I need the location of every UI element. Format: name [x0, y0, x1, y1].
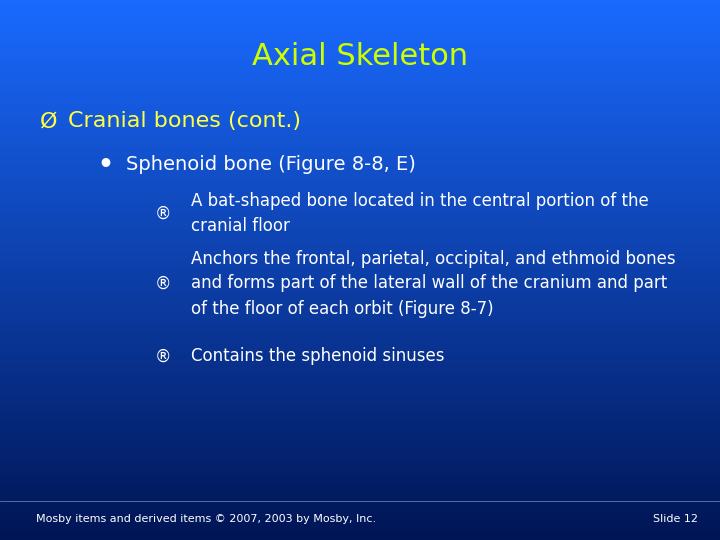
- Text: Ø: Ø: [40, 111, 57, 132]
- Text: Sphenoid bone (Figure 8-8, E): Sphenoid bone (Figure 8-8, E): [126, 155, 416, 174]
- Text: Anchors the frontal, parietal, occipital, and ethmoid bones
and forms part of th: Anchors the frontal, parietal, occipital…: [191, 249, 675, 318]
- Text: Contains the sphenoid sinuses: Contains the sphenoid sinuses: [191, 347, 444, 366]
- Text: ®: ®: [155, 274, 171, 293]
- Text: Cranial bones (cont.): Cranial bones (cont.): [68, 111, 302, 132]
- Text: ®: ®: [155, 347, 171, 366]
- Text: ®: ®: [155, 204, 171, 222]
- Text: Slide 12: Slide 12: [654, 515, 698, 524]
- Text: A bat-shaped bone located in the central portion of the
cranial floor: A bat-shaped bone located in the central…: [191, 192, 649, 235]
- Text: •: •: [97, 153, 113, 177]
- Text: Axial Skeleton: Axial Skeleton: [252, 42, 468, 71]
- Text: Mosby items and derived items © 2007, 2003 by Mosby, Inc.: Mosby items and derived items © 2007, 20…: [36, 515, 376, 524]
